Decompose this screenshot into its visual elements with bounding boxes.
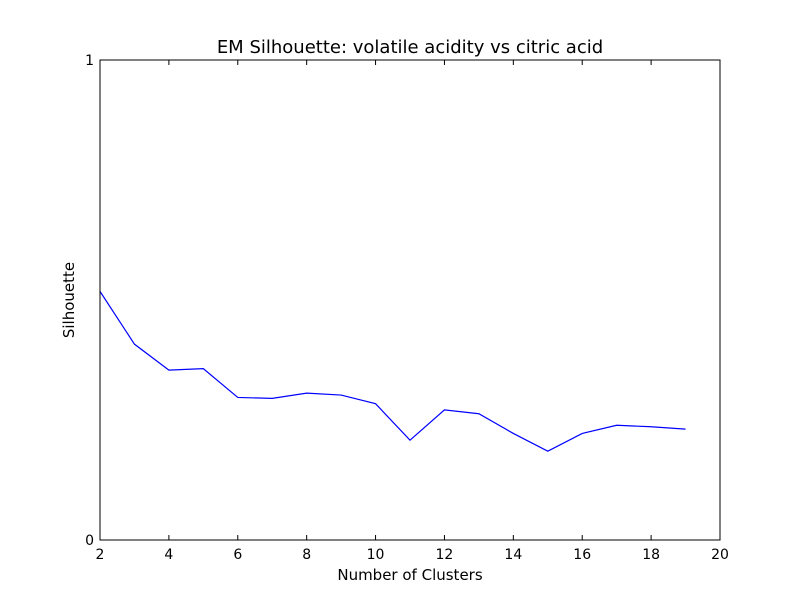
series-layer	[99, 291, 686, 452]
x-tick-label: 16	[573, 547, 591, 563]
y-axis-label: Silhouette	[60, 262, 78, 338]
x-tick-label: 14	[504, 547, 522, 563]
x-tick-label: 12	[436, 547, 454, 563]
plot-frame	[99, 59, 721, 541]
y-tick-label: 1	[85, 53, 94, 69]
y-tick-label: 0	[85, 533, 94, 549]
x-tick-label: 18	[642, 547, 660, 563]
chart-title: EM Silhouette: volatile acidity vs citri…	[217, 37, 603, 58]
x-tick-label: 20	[711, 547, 729, 563]
x-tick-label: 6	[233, 547, 242, 563]
x-axis-label: Number of Clusters	[337, 566, 482, 584]
x-tick-label: 4	[164, 547, 173, 563]
series-line-0	[99, 291, 686, 452]
x-tick-label: 2	[96, 547, 105, 563]
y-ticks: 01	[85, 53, 720, 549]
x-tick-label: 10	[367, 547, 385, 563]
x-tick-label: 8	[302, 547, 311, 563]
x-ticks: 2 4 6 8 10 12 14 16 18 20	[96, 60, 729, 563]
plot-area	[100, 60, 720, 540]
